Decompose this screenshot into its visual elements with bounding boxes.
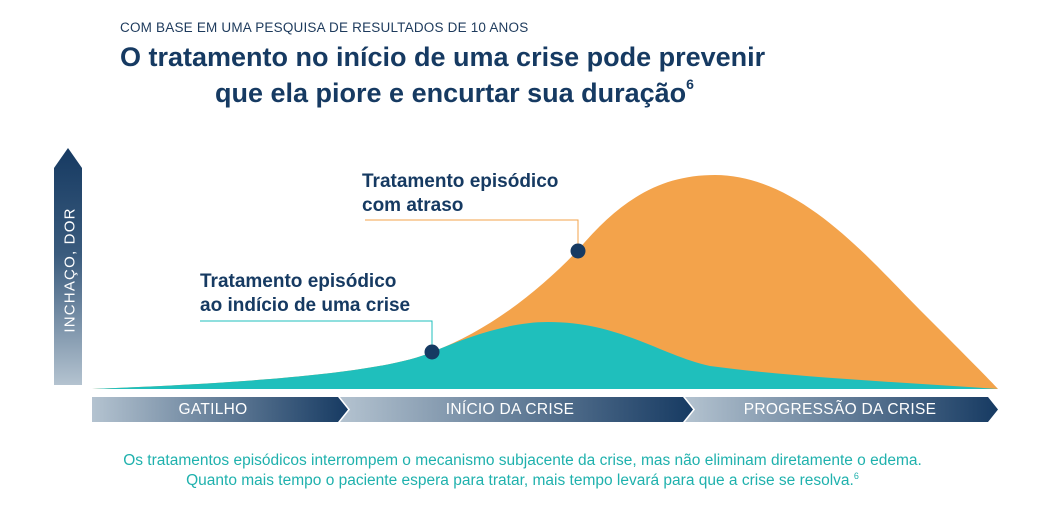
footnote-line-2: Quanto mais tempo o paciente espera para… xyxy=(0,471,1045,490)
callout-delayed-line-1: Tratamento episódico xyxy=(362,171,559,192)
page-title-line-2: que ela piore e encurtar sua duração6 xyxy=(215,76,694,109)
stage-label-gatilho: GATILHO xyxy=(178,401,248,418)
kicker-text: COM BASE EM UMA PESQUISA DE RESULTADOS D… xyxy=(120,20,529,35)
page-title-line-2-text: que ela piore e encurtar sua duração xyxy=(215,78,687,108)
delayed-treatment-curve xyxy=(92,175,998,389)
y-axis-label-text: INCHAÇO, DOR xyxy=(61,207,79,333)
callout-early-line-2: ao indício de uma crise xyxy=(200,295,411,316)
stage-label-inicio: INÍCIO DA CRISE xyxy=(445,401,575,418)
stage-chevron-gatilho xyxy=(92,397,348,422)
early-treatment-marker xyxy=(424,344,440,360)
callout-early-treatment: Tratamento episódico ao indício de uma c… xyxy=(200,270,410,318)
callout-delayed-treatment: Tratamento episódico com atraso xyxy=(362,170,558,218)
early-treatment-curve xyxy=(92,322,998,389)
callout-early-line-1: Tratamento episódico xyxy=(200,271,397,292)
stage-label-progressao: PROGRESSÃO DA CRISE xyxy=(743,401,937,418)
page-title-line-1: O tratamento no início de uma crise pode… xyxy=(120,42,766,72)
early-callout-line xyxy=(200,320,433,352)
footnote-line-1: Os tratamentos episódicos interrompem o … xyxy=(123,452,922,469)
footnote-reference: 6 xyxy=(853,471,859,481)
y-axis-arrow xyxy=(54,148,82,385)
y-axis-label: INCHAÇO, DOR xyxy=(49,196,91,344)
stage-chevron-progressao xyxy=(685,397,998,422)
title-reference: 6 xyxy=(686,76,694,92)
callout-delayed-line-2: com atraso xyxy=(362,195,464,216)
delayed-treatment-marker xyxy=(570,243,586,259)
footnote-line-2-text: Quanto mais tempo o paciente espera para… xyxy=(186,472,854,489)
stage-chevron-inicio xyxy=(340,397,693,422)
delayed-callout-line xyxy=(365,219,579,250)
